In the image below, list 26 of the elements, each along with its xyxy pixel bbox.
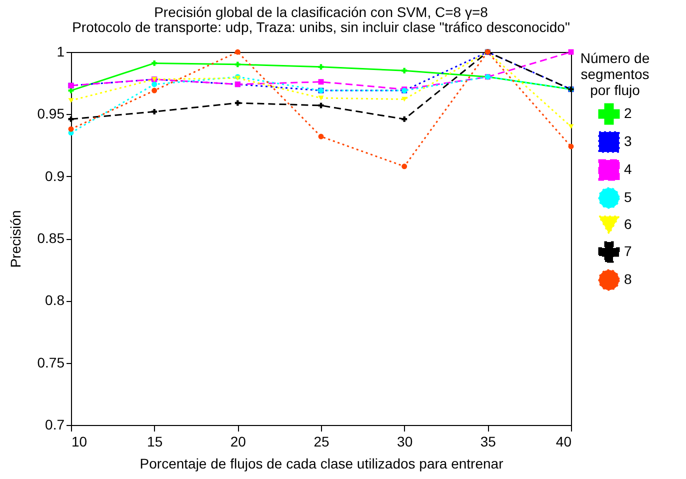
legend-label: 6 xyxy=(624,216,632,232)
y-axis-title: Precisión xyxy=(7,210,24,268)
x-tick-label: 30 xyxy=(397,434,413,450)
y-tick-label: 0.85 xyxy=(37,230,65,246)
y-tick-label: 1 xyxy=(56,44,65,60)
legend-label: 4 xyxy=(624,161,632,177)
legend-title: Número de segmentos por flujo xyxy=(580,50,650,98)
x-tick-label: 25 xyxy=(314,434,330,450)
y-tick-label: 0.9 xyxy=(45,168,65,184)
legend-label: 2 xyxy=(624,105,632,121)
x-tick-label: 15 xyxy=(147,434,163,450)
x-tick-label: 35 xyxy=(480,434,496,450)
y-tick-label: 0.8 xyxy=(45,292,65,308)
x-tick-label: 40 xyxy=(556,434,572,450)
x-axis-title: Porcentaje de flujos de cada clase utilizados para entrenar xyxy=(140,456,504,472)
y-tick-label: 0.75 xyxy=(37,354,65,370)
x-tick-label: 10 xyxy=(72,434,88,450)
chart-title: Precisión global de la clasificación con SVM, C=8 γ=8 xyxy=(154,4,488,20)
legend-label: 5 xyxy=(624,189,632,205)
y-tick-label: 0.95 xyxy=(37,106,65,122)
legend-label: 8 xyxy=(624,271,632,287)
legend-label: 3 xyxy=(624,133,632,149)
x-tick-label: 20 xyxy=(230,434,246,450)
chart-subtitle: Protocolo de transporte: udp, Traza: unibs, sin incluir clase "tráfico desconocido" xyxy=(72,19,570,35)
legend-label: 7 xyxy=(624,243,632,259)
y-tick-label: 0.7 xyxy=(45,416,65,432)
